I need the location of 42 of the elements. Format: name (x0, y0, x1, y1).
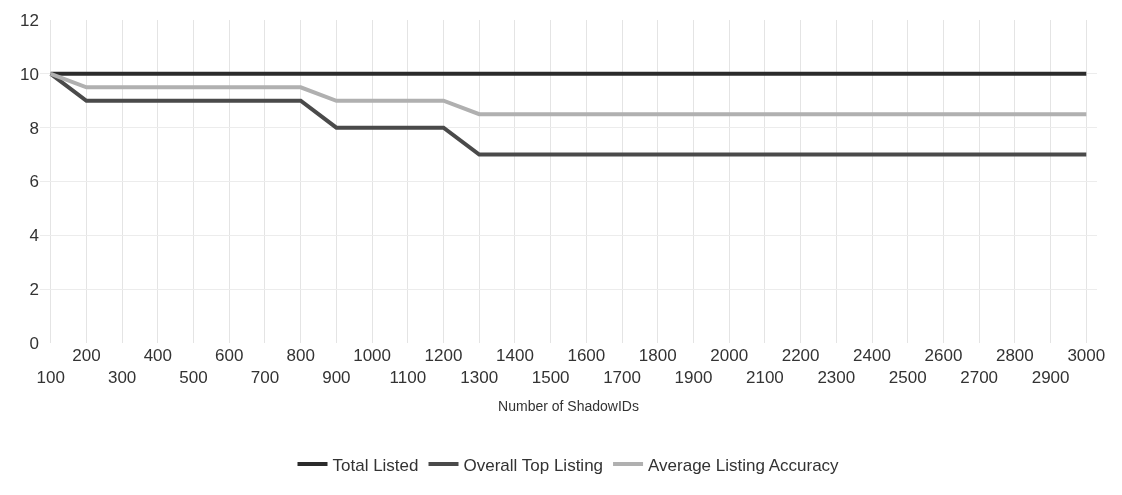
x-tick-label: 1500 (531, 368, 570, 388)
y-tick-label: 0 (29, 333, 39, 353)
y-tick-label: 10 (20, 64, 39, 84)
line-series (48, 71, 1089, 117)
x-tick-label: 2100 (745, 368, 784, 388)
x-tick-label: 1600 (567, 346, 606, 365)
x-tick-label: 1100 (389, 368, 427, 388)
x-tick-label: 2800 (995, 346, 1034, 365)
x-tick-label: 200 (72, 346, 101, 365)
legend-label: Overall Top Listing (463, 455, 604, 475)
x-tick-label: 800 (286, 346, 315, 365)
x-tick-label: 2300 (817, 368, 856, 388)
x-tick-label: 2500 (888, 368, 927, 388)
y-tick-label: 6 (29, 172, 39, 192)
x-tick-label: 2700 (960, 368, 999, 388)
x-tick-label: 100 (36, 368, 65, 388)
y-tick-label: 12 (20, 10, 39, 30)
y-tick-label: 4 (29, 226, 39, 246)
x-tick-label: 900 (322, 368, 351, 388)
x-tick-label: 1400 (496, 346, 534, 365)
x-tick-label: 1900 (674, 368, 713, 388)
legend-label: Average Listing Accuracy (648, 455, 840, 475)
x-tick-label: 1800 (638, 346, 677, 365)
legend-label: Total Listed (332, 455, 419, 475)
x-tick-label: 2000 (710, 346, 749, 365)
x-tick-label: 600 (215, 346, 244, 365)
x-tick-label: 1700 (603, 368, 641, 388)
x-tick-label: 1000 (353, 346, 392, 365)
x-tick-label: 500 (179, 368, 208, 388)
x-tick-label: 2200 (781, 346, 820, 365)
x-tick-label: 2900 (1031, 368, 1070, 388)
x-tick-label: 2600 (924, 346, 963, 365)
y-tick-label: 8 (29, 118, 39, 138)
x-tick-label: 700 (250, 368, 280, 388)
x-tick-label: 300 (107, 368, 137, 388)
x-axis-title: Number of ShadowIDs (498, 398, 639, 415)
x-tick-label: 3000 (1067, 346, 1106, 365)
x-tick-label: 1200 (424, 346, 463, 365)
x-tick-label: 1300 (460, 368, 499, 388)
y-tick-label: 2 (29, 280, 39, 300)
x-tick-label: 400 (143, 346, 173, 365)
x-tick-label: 2400 (853, 346, 891, 365)
